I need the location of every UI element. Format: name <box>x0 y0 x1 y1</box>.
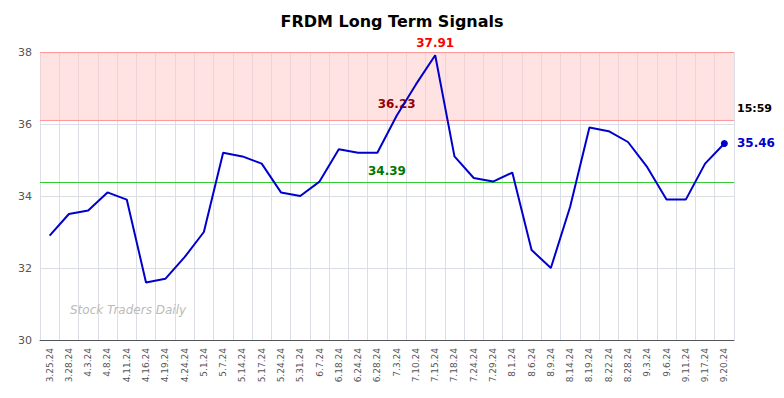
svg-text:9.20.24: 9.20.24 <box>719 348 729 383</box>
svg-text:36.23: 36.23 <box>378 97 416 111</box>
svg-text:8.19.24: 8.19.24 <box>584 348 594 383</box>
svg-text:3.25.24: 3.25.24 <box>45 348 55 383</box>
svg-text:5.7.24: 5.7.24 <box>218 348 228 377</box>
svg-text:5.14.24: 5.14.24 <box>237 348 247 383</box>
svg-text:7.10.24: 7.10.24 <box>411 348 421 383</box>
svg-text:4.8.24: 4.8.24 <box>102 348 112 377</box>
svg-text:6.7.24: 6.7.24 <box>315 348 325 377</box>
svg-text:4.19.24: 4.19.24 <box>160 348 170 383</box>
svg-text:9.17.24: 9.17.24 <box>700 348 710 383</box>
svg-text:FRDM Long Term Signals: FRDM Long Term Signals <box>280 12 503 31</box>
svg-text:5.17.24: 5.17.24 <box>257 348 267 383</box>
svg-text:37.91: 37.91 <box>416 36 454 50</box>
svg-text:9.6.24: 9.6.24 <box>662 348 672 377</box>
svg-text:9.3.24: 9.3.24 <box>642 348 652 377</box>
svg-text:4.3.24: 4.3.24 <box>83 348 93 377</box>
svg-text:5.1.24: 5.1.24 <box>199 348 209 377</box>
svg-text:3.28.24: 3.28.24 <box>64 348 74 383</box>
svg-text:4.16.24: 4.16.24 <box>141 348 151 383</box>
svg-text:7.18.24: 7.18.24 <box>449 348 459 383</box>
svg-text:15:59: 15:59 <box>737 102 772 115</box>
svg-text:30: 30 <box>18 334 32 347</box>
svg-text:35.46: 35.46 <box>737 136 775 150</box>
svg-text:8.22.24: 8.22.24 <box>604 348 614 383</box>
svg-text:8.1.24: 8.1.24 <box>507 348 517 377</box>
svg-text:36: 36 <box>18 118 32 131</box>
svg-text:6.28.24: 6.28.24 <box>372 348 382 383</box>
svg-text:4.11.24: 4.11.24 <box>122 348 132 383</box>
svg-text:34: 34 <box>18 190 32 203</box>
svg-text:38: 38 <box>18 46 32 59</box>
svg-text:4.24.24: 4.24.24 <box>180 348 190 383</box>
svg-text:9.11.24: 9.11.24 <box>681 348 691 383</box>
svg-text:6.18.24: 6.18.24 <box>334 348 344 383</box>
svg-text:7.29.24: 7.29.24 <box>488 348 498 383</box>
svg-text:8.9.24: 8.9.24 <box>546 348 556 377</box>
svg-text:8.14.24: 8.14.24 <box>565 348 575 383</box>
svg-text:5.31.24: 5.31.24 <box>295 348 305 383</box>
svg-text:Stock Traders Daily: Stock Traders Daily <box>70 303 187 317</box>
svg-text:34.39: 34.39 <box>368 164 406 178</box>
svg-text:7.3.24: 7.3.24 <box>392 348 402 377</box>
svg-text:8.6.24: 8.6.24 <box>527 348 537 377</box>
svg-text:8.28.24: 8.28.24 <box>623 348 633 383</box>
svg-text:5.24.24: 5.24.24 <box>276 348 286 383</box>
svg-text:6.24.24: 6.24.24 <box>353 348 363 383</box>
svg-text:7.15.24: 7.15.24 <box>430 348 440 383</box>
svg-text:7.24.24: 7.24.24 <box>469 348 479 383</box>
svg-text:32: 32 <box>18 262 32 275</box>
